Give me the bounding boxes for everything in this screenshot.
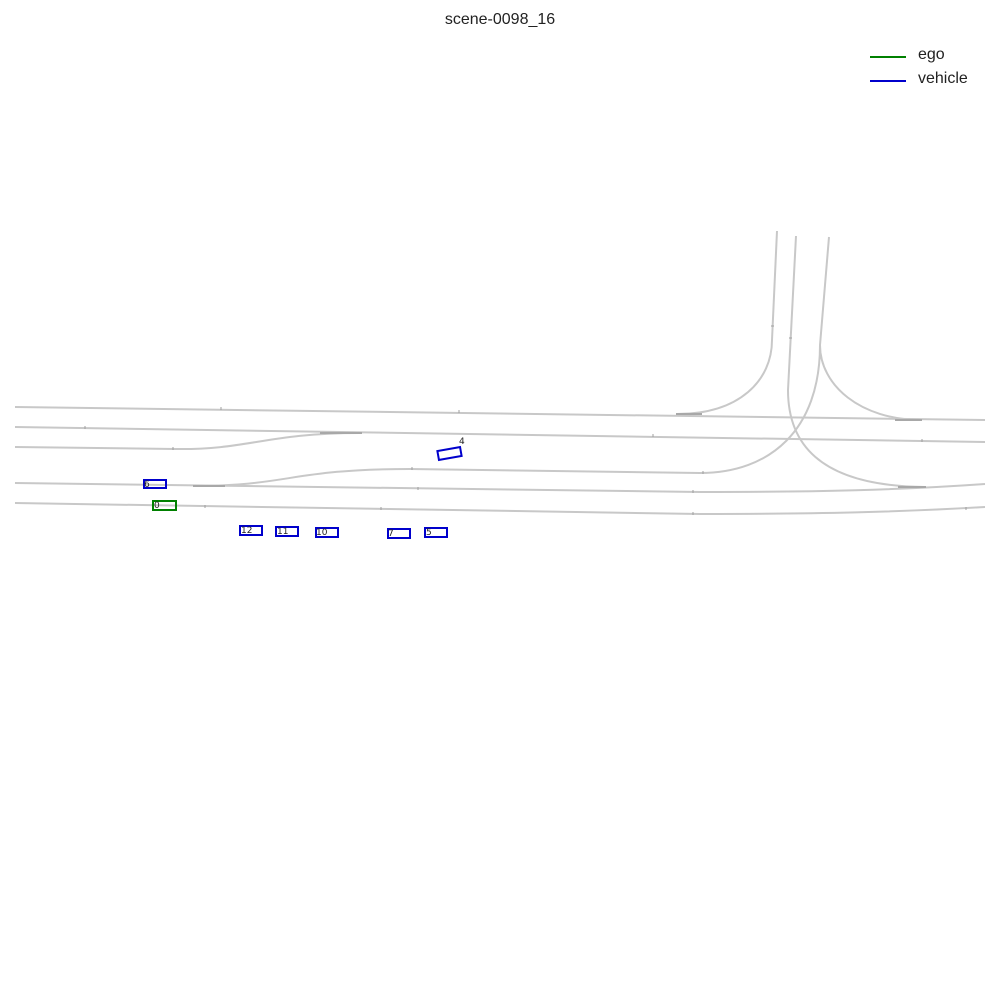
ego-vehicle: 0 [152, 500, 177, 511]
vehicle-box [239, 525, 263, 536]
vehicle-id-label: 10 [316, 528, 328, 538]
legend-label-vehicle: vehicle [918, 70, 968, 87]
lane-line [14, 482, 986, 494]
vehicle-box [436, 445, 463, 462]
legend-entry-vehicle: vehicle [868, 70, 988, 94]
vehicle-id-label: 5 [426, 528, 432, 538]
legend-swatch-vehicle [870, 80, 906, 82]
legend-label-ego: ego [918, 46, 945, 63]
vehicle-6: 6 [143, 479, 167, 490]
vehicle-4: 4 [436, 437, 465, 462]
vehicle-5: 5 [424, 527, 448, 538]
ego-id-label: 0 [154, 501, 160, 511]
lane-line [676, 230, 778, 415]
lane-line [14, 406, 986, 421]
vehicle-id-label: 4 [459, 437, 465, 447]
vehicle-11: 11 [275, 526, 299, 537]
lane-line [192, 344, 821, 487]
lane-line [14, 426, 986, 443]
agent-boxes: 0 4 6 12 11 10 7 [143, 437, 465, 539]
lane-line [786, 235, 926, 488]
lane-line [14, 502, 986, 516]
scene-title: scene-0098_16 [444, 11, 556, 28]
legend-swatch-ego [870, 56, 906, 58]
vehicle-box [143, 479, 167, 489]
vehicle-10: 10 [315, 527, 339, 538]
legend-entry-ego: ego [868, 46, 988, 70]
legend: ego vehicle [868, 46, 988, 94]
vehicle-id-label: 6 [144, 480, 150, 490]
lane-line [818, 236, 923, 421]
ego-box [152, 500, 177, 511]
vehicle-id-label: 7 [388, 529, 394, 539]
vehicle-box [424, 527, 448, 538]
vehicle-box [315, 527, 339, 538]
lane-line [14, 432, 361, 451]
vehicle-7: 7 [387, 528, 411, 539]
vehicle-box [275, 526, 299, 537]
vehicle-12: 12 [239, 525, 263, 536]
vehicle-box [387, 528, 411, 539]
vehicle-id-label: 11 [277, 527, 288, 537]
vehicle-id-label: 12 [241, 526, 252, 536]
lane-network [14, 230, 986, 516]
